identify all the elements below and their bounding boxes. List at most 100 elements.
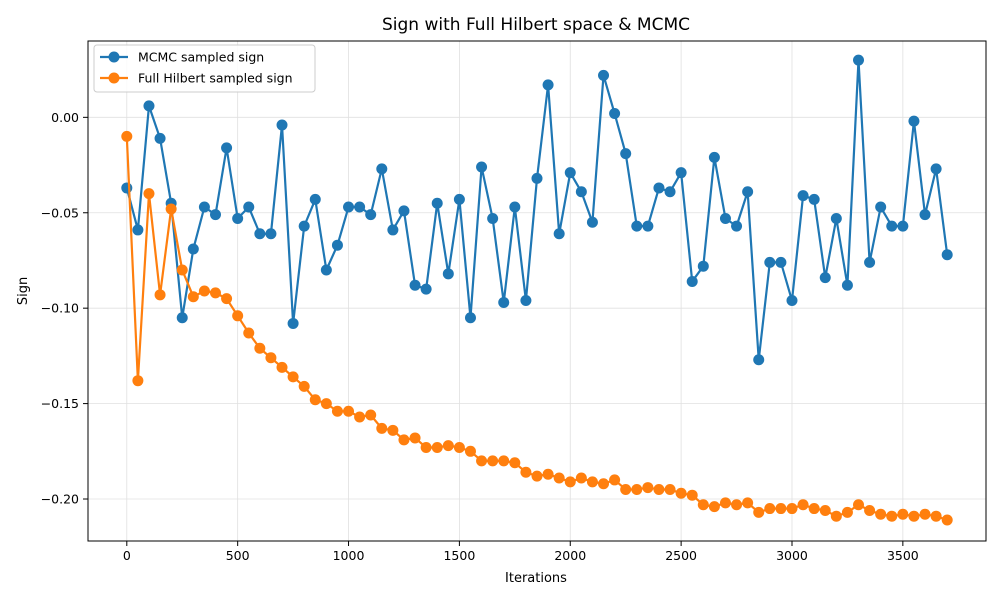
data-point-full-hilbert xyxy=(409,432,421,444)
y-axis: 0.00 −0.05 −0.10 −0.15 −0.20 xyxy=(41,110,88,507)
data-point-mcmc xyxy=(254,228,266,240)
data-point-mcmc xyxy=(708,151,720,163)
legend: MCMC sampled sign Full Hilbert sampled s… xyxy=(93,44,316,93)
data-point-full-hilbert xyxy=(819,504,831,516)
data-point-mcmc xyxy=(132,224,144,236)
data-point-mcmc xyxy=(609,108,621,120)
data-point-mcmc xyxy=(420,283,432,295)
data-point-mcmc xyxy=(697,260,709,272)
x-tick-label: 3500 xyxy=(887,548,919,563)
data-point-full-hilbert xyxy=(331,405,343,417)
data-point-full-hilbert xyxy=(686,489,698,501)
data-point-mcmc xyxy=(775,256,787,268)
data-point-mcmc xyxy=(653,182,665,194)
y-tick-label: −0.15 xyxy=(41,396,79,411)
data-point-full-hilbert xyxy=(121,130,133,142)
legend-label-mcmc: MCMC sampled sign xyxy=(138,50,264,65)
data-point-mcmc xyxy=(464,312,476,324)
data-point-mcmc xyxy=(298,220,310,232)
legend-marker-full-hilbert xyxy=(108,72,120,84)
data-point-mcmc xyxy=(598,69,610,81)
data-point-full-hilbert xyxy=(864,504,876,516)
data-point-full-hilbert xyxy=(365,409,377,421)
data-point-full-hilbert xyxy=(586,476,598,488)
plot-area-frame xyxy=(87,40,987,542)
data-point-full-hilbert xyxy=(764,503,776,515)
data-point-mcmc xyxy=(930,163,942,175)
x-tick-label: 3000 xyxy=(776,548,808,563)
data-point-full-hilbert xyxy=(221,293,233,305)
data-point-full-hilbert xyxy=(786,503,798,515)
data-point-mcmc xyxy=(553,228,565,240)
y-tick-label: 0.00 xyxy=(51,110,79,125)
data-point-mcmc xyxy=(620,148,632,160)
data-point-mcmc xyxy=(354,201,366,213)
data-point-full-hilbert xyxy=(830,510,842,522)
data-point-mcmc xyxy=(797,190,809,202)
data-point-mcmc xyxy=(642,220,654,232)
data-point-mcmc xyxy=(875,201,887,213)
data-point-full-hilbert xyxy=(254,342,266,354)
data-point-mcmc xyxy=(309,193,321,205)
data-point-full-hilbert xyxy=(464,445,476,457)
data-point-full-hilbert xyxy=(453,441,465,453)
data-point-full-hilbert xyxy=(232,310,244,322)
data-point-mcmc xyxy=(376,163,388,175)
data-point-full-hilbert xyxy=(309,394,321,406)
data-point-full-hilbert xyxy=(897,508,909,520)
data-point-full-hilbert xyxy=(664,483,676,495)
data-point-full-hilbert xyxy=(542,468,554,480)
data-point-mcmc xyxy=(631,220,643,232)
data-point-full-hilbert xyxy=(675,487,687,499)
data-point-mcmc xyxy=(320,264,332,276)
x-tick-label: 2000 xyxy=(554,548,586,563)
data-point-mcmc xyxy=(232,212,244,224)
data-point-mcmc xyxy=(187,243,199,255)
data-point-mcmc xyxy=(154,132,166,144)
data-point-mcmc xyxy=(431,197,443,209)
data-point-full-hilbert xyxy=(631,483,643,495)
x-axis: 0 500 1000 1500 2000 2500 3000 3500 xyxy=(123,541,919,563)
data-point-mcmc xyxy=(476,161,488,173)
data-point-mcmc xyxy=(686,275,698,287)
data-point-mcmc xyxy=(908,115,920,127)
data-point-full-hilbert xyxy=(886,510,898,522)
data-point-full-hilbert xyxy=(265,352,277,364)
data-point-mcmc xyxy=(498,296,510,308)
data-point-full-hilbert xyxy=(653,483,665,495)
data-point-full-hilbert xyxy=(753,506,765,518)
data-point-mcmc xyxy=(387,224,399,236)
data-point-full-hilbert xyxy=(731,499,743,511)
data-point-mcmc xyxy=(331,239,343,251)
data-point-full-hilbert xyxy=(908,510,920,522)
data-point-mcmc xyxy=(176,312,188,324)
data-point-mcmc xyxy=(121,182,133,194)
data-point-full-hilbert xyxy=(853,499,865,511)
data-point-full-hilbert xyxy=(387,424,399,436)
data-point-full-hilbert xyxy=(520,466,532,478)
data-point-full-hilbert xyxy=(420,441,432,453)
grid-lines xyxy=(88,41,986,541)
data-point-mcmc xyxy=(886,220,898,232)
data-point-mcmc xyxy=(586,216,598,228)
data-point-full-hilbert xyxy=(343,405,355,417)
data-point-full-hilbert xyxy=(575,472,587,484)
data-point-full-hilbert xyxy=(187,291,199,303)
data-point-full-hilbert xyxy=(287,371,299,383)
data-point-mcmc xyxy=(209,209,221,221)
data-point-full-hilbert xyxy=(642,482,654,494)
data-point-full-hilbert xyxy=(531,470,543,482)
data-point-mcmc xyxy=(731,220,743,232)
data-point-full-hilbert xyxy=(564,476,576,488)
data-point-full-hilbert xyxy=(442,440,454,452)
data-point-full-hilbert xyxy=(143,188,155,200)
data-point-full-hilbert xyxy=(298,380,310,392)
data-point-full-hilbert xyxy=(941,514,953,526)
data-point-full-hilbert xyxy=(841,506,853,518)
data-point-full-hilbert xyxy=(354,411,366,423)
data-point-mcmc xyxy=(841,279,853,291)
data-point-mcmc xyxy=(742,186,754,198)
y-axis-label: Sign xyxy=(16,277,31,305)
series-full-hilbert xyxy=(121,130,953,526)
